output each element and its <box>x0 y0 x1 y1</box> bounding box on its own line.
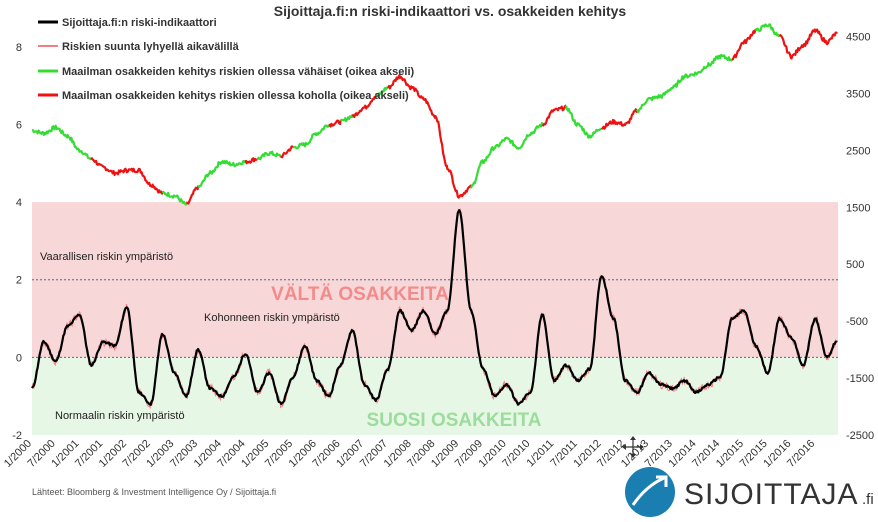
chart-title: Sijoittaja.fi:n riski-indikaattori vs. o… <box>274 3 627 19</box>
annotation-dangerous: Vaarallisen riskin ympäristö <box>40 251 173 263</box>
legend-item-stocks-low-risk: Maailman osakkeiden kehitys riskien olle… <box>38 66 415 78</box>
annotation-favor: SUOSI OSAKKEITA <box>367 410 542 431</box>
risk-zones <box>32 202 838 435</box>
left-tick-label: 0 <box>16 352 22 364</box>
right-tick-label: 2500 <box>846 145 870 157</box>
move-cursor-icon <box>622 436 644 458</box>
brand-logo: SIJOITTAJA .fi <box>625 467 874 517</box>
risk-indicator-line <box>31 209 838 406</box>
stock-line-high-risk <box>90 156 164 195</box>
annotation-avoid: VÄLTÄ OSAKKEITA <box>271 284 449 305</box>
stock-line-high-risk <box>387 74 473 199</box>
zone-avoid <box>32 202 838 358</box>
stock-line-high-risk <box>244 157 259 165</box>
right-y-axis: 4500 3500 2500 1500 500 -500 -1500 -2500 <box>846 31 874 442</box>
stock-line-low-risk <box>31 124 93 161</box>
legend-item-risk-indicator: Sijoittaja.fi:n riski-indikaattori <box>38 17 217 29</box>
legend-item-short-term: Riskien suunta lyhyellä aikavälillä <box>38 41 240 53</box>
right-tick-label: -2500 <box>846 430 874 442</box>
stock-line-low-risk <box>470 122 544 189</box>
zone-favor <box>32 357 838 435</box>
left-tick-label: -2 <box>12 430 22 442</box>
right-tick-label: 3500 <box>846 88 870 100</box>
logo-arrow-icon <box>631 476 665 506</box>
stock-line-high-risk <box>351 94 378 119</box>
stock-line-high-risk <box>186 185 200 205</box>
annotation-normal: Normaalin riskin ympäristö <box>55 410 185 422</box>
stock-line-high-risk <box>601 108 639 130</box>
x-axis: 1/20007/20001/20017/20011/20027/20021/20… <box>2 438 817 470</box>
logo-arrowhead-icon <box>656 475 668 487</box>
legend-label: Sijoittaja.fi:n riski-indikaattori <box>62 17 217 29</box>
logo-wordmark: SIJOITTAJA <box>684 478 858 511</box>
right-tick-label: 1500 <box>846 202 870 214</box>
stock-line-low-risk <box>564 105 603 139</box>
right-tick-label: 4500 <box>846 31 870 43</box>
legend: Sijoittaja.fi:n riski-indikaattori Riski… <box>38 17 415 102</box>
stock-line-low-risk <box>292 124 330 150</box>
left-tick-label: 4 <box>16 197 22 209</box>
left-tick-label: 6 <box>16 119 22 131</box>
stock-line-high-risk <box>778 28 838 60</box>
stock-line-high-risk <box>328 119 342 128</box>
stock-line-low-risk <box>256 150 283 161</box>
legend-label: Riskien suunta lyhyellä aikavälillä <box>62 41 240 53</box>
right-tick-label: -1500 <box>846 373 874 385</box>
right-tick-label: -500 <box>846 316 868 328</box>
logo-suffix: .fi <box>862 491 874 508</box>
right-tick-label: 500 <box>846 259 864 271</box>
legend-label: Maailman osakkeiden kehitys riskien olle… <box>62 66 415 78</box>
stock-line-low-risk <box>636 53 733 114</box>
logo-circle-icon <box>625 467 675 517</box>
stock-line-low-risk <box>375 86 389 98</box>
stock-series <box>31 23 838 206</box>
stock-line-low-risk <box>197 159 247 188</box>
risk-series <box>31 208 838 410</box>
stock-line-high-risk <box>280 145 295 159</box>
stock-line-low-risk <box>754 23 781 38</box>
annotation-elevated: Kohonneen riskin ympäristö <box>204 312 340 324</box>
left-y-axis: 8 6 4 2 0 -2 <box>12 42 22 442</box>
left-tick-label: 8 <box>16 42 22 54</box>
legend-item-stocks-high-risk: Maailman osakkeiden kehitys riskien olle… <box>38 90 409 102</box>
source-note: Lähteet: Bloomberg & Investment Intellig… <box>32 487 276 497</box>
stock-line-low-risk <box>161 190 188 206</box>
left-tick-label: 2 <box>16 275 22 287</box>
stock-line-high-risk <box>541 104 567 127</box>
stock-line-high-risk <box>731 28 757 61</box>
stock-line-low-risk <box>339 114 354 123</box>
legend-label: Maailman osakkeiden kehitys riskien olle… <box>62 90 409 102</box>
